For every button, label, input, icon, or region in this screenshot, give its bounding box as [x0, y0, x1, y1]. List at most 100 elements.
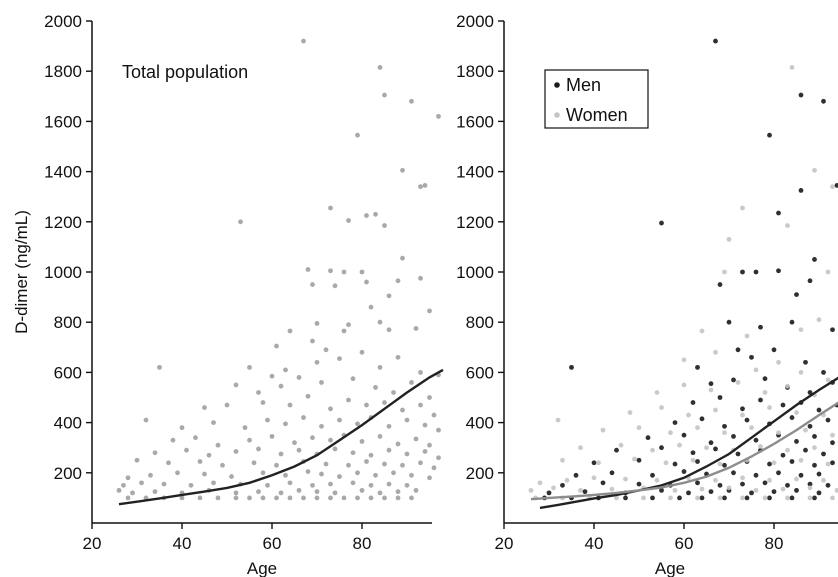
- data-point-men: [600, 480, 606, 486]
- data-point: [377, 364, 383, 370]
- data-point: [382, 461, 387, 467]
- data-point: [436, 427, 441, 433]
- data-point-women: [794, 476, 799, 482]
- data-point-men: [749, 490, 754, 496]
- legend-marker-men: [554, 82, 560, 88]
- right-x-ticks: 20 40 60 80: [495, 523, 783, 553]
- data-point: [368, 482, 374, 488]
- data-point-men: [695, 364, 700, 370]
- data-point: [355, 421, 360, 427]
- data-point: [359, 269, 365, 275]
- data-point: [413, 326, 419, 331]
- data-point: [296, 375, 302, 380]
- data-point: [206, 452, 212, 458]
- data-point: [400, 255, 405, 261]
- data-point: [373, 385, 378, 390]
- data-point: [395, 495, 401, 501]
- data-point-women: [776, 359, 781, 365]
- data-point-men: [807, 390, 813, 395]
- data-point-men: [681, 432, 687, 438]
- data-point-women: [807, 485, 813, 491]
- right-y-tick-label: 1800: [456, 62, 494, 81]
- data-point-men: [789, 319, 795, 325]
- data-point: [202, 471, 207, 477]
- data-point: [301, 415, 306, 420]
- data-point-men: [645, 435, 651, 441]
- data-point-women: [758, 444, 763, 449]
- data-point: [260, 400, 266, 405]
- data-point-women: [704, 445, 709, 451]
- data-point-men: [821, 451, 826, 457]
- legend: Men Women: [544, 69, 649, 129]
- data-point-men: [812, 495, 817, 501]
- data-point: [319, 380, 324, 385]
- data-point-men: [726, 319, 732, 325]
- data-point: [166, 460, 171, 466]
- data-point-women: [681, 357, 687, 363]
- data-point-women: [713, 407, 718, 413]
- data-point: [283, 367, 288, 373]
- left-panel: 200 400 600 800 1000 1200 1400 1600 1800 2000 20 4…: [12, 12, 444, 577]
- data-point-women: [830, 184, 835, 190]
- data-point-women: [776, 430, 781, 436]
- data-point: [355, 132, 360, 138]
- data-point: [391, 390, 396, 395]
- data-point-men: [699, 416, 705, 422]
- right-y-tick-label: 1200: [456, 213, 494, 232]
- data-point: [161, 481, 167, 487]
- data-point-men: [798, 188, 804, 193]
- data-point-women: [632, 456, 637, 462]
- data-point: [211, 420, 216, 425]
- data-point-men: [713, 446, 718, 452]
- data-point-women: [803, 427, 808, 433]
- data-point-women: [528, 487, 534, 493]
- data-point-women: [789, 65, 795, 70]
- data-point: [341, 269, 347, 275]
- legend-label-men: Men: [566, 75, 601, 95]
- data-point-men: [695, 459, 700, 464]
- data-point: [332, 490, 338, 496]
- data-point: [211, 480, 216, 486]
- data-point-women: [798, 370, 804, 375]
- data-point-women: [551, 485, 556, 491]
- data-point: [418, 275, 423, 281]
- data-point-women: [812, 445, 817, 451]
- data-point: [355, 470, 360, 476]
- right-panel: 200 400 600 800 1000 1200 1400 1600 1800 2000 20 4…: [456, 12, 838, 577]
- data-point: [418, 402, 423, 408]
- data-point: [260, 495, 266, 501]
- legend-label-women: Women: [566, 105, 628, 125]
- data-point-men: [776, 268, 781, 274]
- data-point: [139, 480, 144, 486]
- data-point-men: [807, 481, 813, 487]
- data-point: [256, 446, 261, 452]
- data-point-men: [623, 495, 628, 501]
- data-point: [233, 382, 239, 388]
- data-point: [350, 450, 356, 456]
- data-point-women: [564, 477, 570, 483]
- data-point: [215, 495, 221, 501]
- data-point: [427, 308, 432, 314]
- data-point-men: [794, 487, 799, 493]
- data-point: [382, 92, 387, 98]
- data-point: [247, 437, 252, 443]
- data-point: [202, 405, 207, 410]
- data-point-men: [659, 220, 664, 226]
- data-point: [382, 223, 387, 228]
- data-point-women: [681, 382, 687, 388]
- data-point-men: [717, 482, 723, 488]
- data-point-men: [717, 395, 723, 400]
- data-point-women: [555, 417, 561, 423]
- data-point: [229, 474, 234, 479]
- data-point-men: [582, 489, 588, 495]
- right-x-axis-title: Age: [655, 559, 685, 577]
- data-point-men: [560, 482, 565, 488]
- left-plot-points: [116, 38, 441, 501]
- data-point: [269, 434, 275, 439]
- data-point-men: [731, 434, 736, 439]
- data-point-women: [780, 486, 786, 492]
- data-point: [346, 462, 351, 468]
- data-point-men: [744, 495, 750, 501]
- data-point-men: [695, 480, 700, 486]
